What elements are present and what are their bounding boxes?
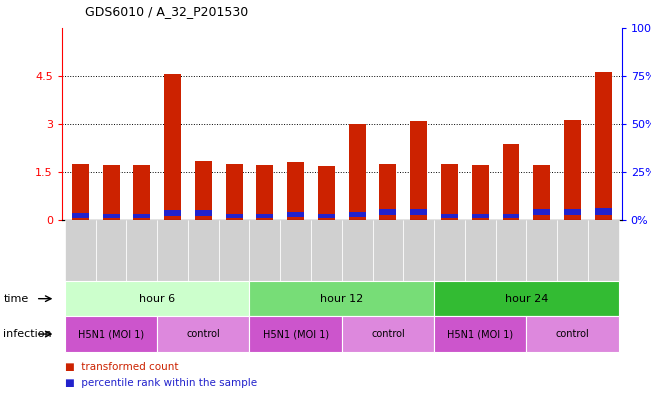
Bar: [533, 209, 550, 215]
Bar: [318, 165, 335, 220]
Bar: [503, 214, 519, 217]
Text: H5N1 (MOI 1): H5N1 (MOI 1): [447, 329, 513, 339]
Bar: [72, 164, 89, 220]
Bar: [103, 165, 120, 220]
Text: hour 24: hour 24: [505, 294, 548, 304]
Bar: [226, 164, 243, 220]
Text: control: control: [186, 329, 220, 339]
Bar: [133, 165, 150, 220]
Bar: [441, 163, 458, 220]
Bar: [72, 213, 89, 217]
Bar: [533, 165, 550, 220]
Bar: [380, 163, 396, 220]
Bar: [195, 211, 212, 216]
Bar: [410, 209, 427, 215]
Bar: [564, 120, 581, 220]
Bar: [226, 214, 243, 217]
Text: H5N1 (MOI 1): H5N1 (MOI 1): [78, 329, 144, 339]
Text: hour 6: hour 6: [139, 294, 175, 304]
Bar: [256, 214, 273, 217]
Bar: [472, 165, 489, 220]
Bar: [441, 214, 458, 217]
Text: ■  percentile rank within the sample: ■ percentile rank within the sample: [65, 378, 257, 388]
Bar: [103, 214, 120, 217]
Bar: [256, 165, 273, 220]
Text: hour 12: hour 12: [320, 294, 363, 304]
Bar: [595, 208, 612, 215]
Text: H5N1 (MOI 1): H5N1 (MOI 1): [262, 329, 329, 339]
Bar: [164, 210, 181, 216]
Bar: [380, 209, 396, 215]
Bar: [195, 161, 212, 220]
Bar: [318, 214, 335, 217]
Text: GDS6010 / A_32_P201530: GDS6010 / A_32_P201530: [85, 5, 248, 18]
Text: infection: infection: [3, 329, 52, 339]
Text: ■  transformed count: ■ transformed count: [65, 362, 178, 373]
Bar: [349, 125, 366, 220]
Bar: [133, 214, 150, 217]
Bar: [503, 144, 519, 220]
Bar: [164, 74, 181, 220]
Bar: [349, 212, 366, 217]
Bar: [287, 212, 304, 217]
Bar: [564, 209, 581, 215]
Bar: [472, 214, 489, 217]
Text: time: time: [3, 294, 29, 304]
Bar: [595, 72, 612, 220]
Text: control: control: [371, 329, 405, 339]
Bar: [410, 121, 427, 220]
Text: control: control: [555, 329, 589, 339]
Bar: [287, 162, 304, 220]
